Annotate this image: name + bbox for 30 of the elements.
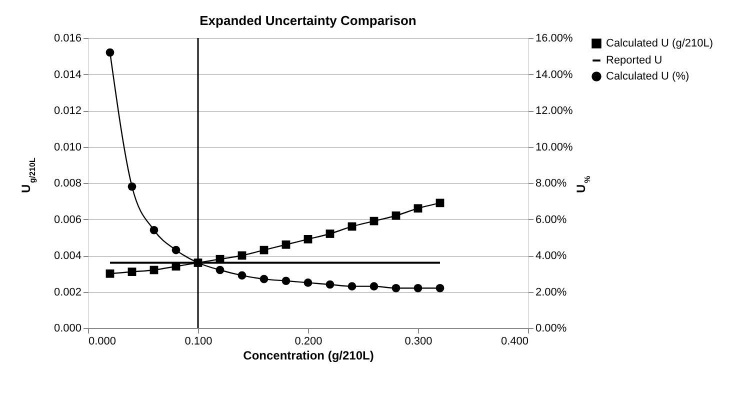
y2-tick-label: 4.00% (536, 250, 567, 262)
y-tick-label: 0.000 (54, 322, 82, 334)
y-tick-label: 0.008 (54, 178, 82, 190)
x-tick-label: 0.300 (404, 336, 432, 348)
x-axis-title: Concentration (g/210L) (243, 348, 374, 362)
y-axis-title: Ug/210L (19, 158, 37, 193)
y-tick-label: 0.010 (54, 141, 82, 154)
chart-title: Expanded Uncertainty Comparison (200, 13, 416, 28)
y2-tick-label: 12.00% (536, 105, 574, 117)
y2-tick-label: 0.00% (536, 322, 567, 334)
y2-tick-label: 10.00% (536, 141, 574, 154)
y2-tick-label: 16.00% (536, 32, 574, 44)
y-tick-label: 0.012 (54, 105, 82, 117)
x-tick-label: 0.200 (294, 336, 322, 348)
y2-tick-label: 2.00% (536, 286, 567, 298)
y2-tick-label: 14.00% (536, 68, 574, 81)
legend-label: Calculated U (%) (606, 70, 690, 82)
y2-tick-label: 6.00% (536, 214, 567, 226)
y2-tick-label: 8.00% (536, 178, 567, 190)
x-tick-label: 0.000 (88, 336, 116, 348)
y-tick-label: 0.006 (54, 214, 82, 226)
x-tick-label: 0.100 (184, 336, 212, 348)
x-tick-label: 0.400 (500, 336, 528, 348)
legend-label: Calculated U (g/210L) (606, 38, 714, 50)
y-tick-label: 0.002 (54, 286, 82, 298)
y-tick-label: 0.014 (54, 68, 82, 81)
legend-label: Reported U (606, 54, 662, 66)
y-tick-label: 0.016 (54, 32, 82, 44)
y-tick-label: 0.004 (54, 250, 82, 262)
y2-axis-title: U% (574, 176, 592, 193)
